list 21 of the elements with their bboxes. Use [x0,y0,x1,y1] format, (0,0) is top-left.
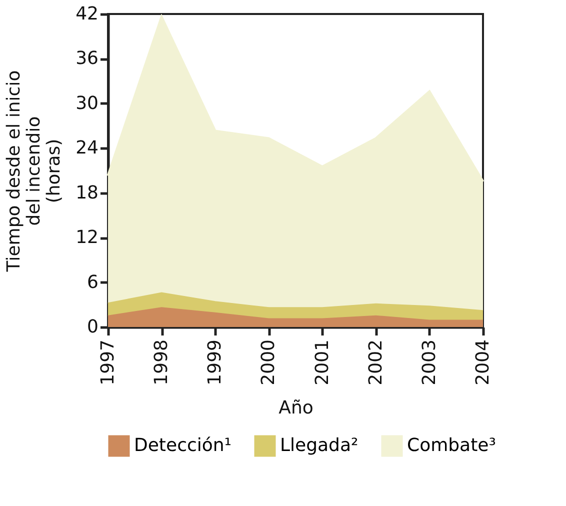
x-tick-label: 1997 [98,340,118,386]
y-tick-label: 24 [76,138,98,159]
legend-label: Combate³ [407,435,496,456]
y-tick-label: 12 [76,227,98,248]
y-axis-title: Tiempo desde el inicio del incendio (horas) [4,70,65,273]
x-tick-label: 1999 [204,340,226,386]
x-tick-label: 2004 [472,340,494,386]
y-tick-label: 0 [87,316,98,338]
y-tick-label: 30 [76,92,98,114]
x-tick-label: 2002 [365,340,386,386]
y-tick-label: 18 [76,182,98,204]
y-tick-label: 36 [76,48,98,70]
x-tick-label: 2000 [258,340,280,386]
legend-label: Llegada² [280,435,358,456]
x-tick-label: 1998 [151,340,172,386]
x-axis-title: Año [278,397,314,418]
legend-label: Detección¹ [134,435,232,456]
x-tick-label: 2001 [312,340,333,386]
y-tick-label: 42 [76,4,98,24]
x-tick-label: 2003 [418,340,440,386]
y-tick-label: 6 [87,272,98,293]
